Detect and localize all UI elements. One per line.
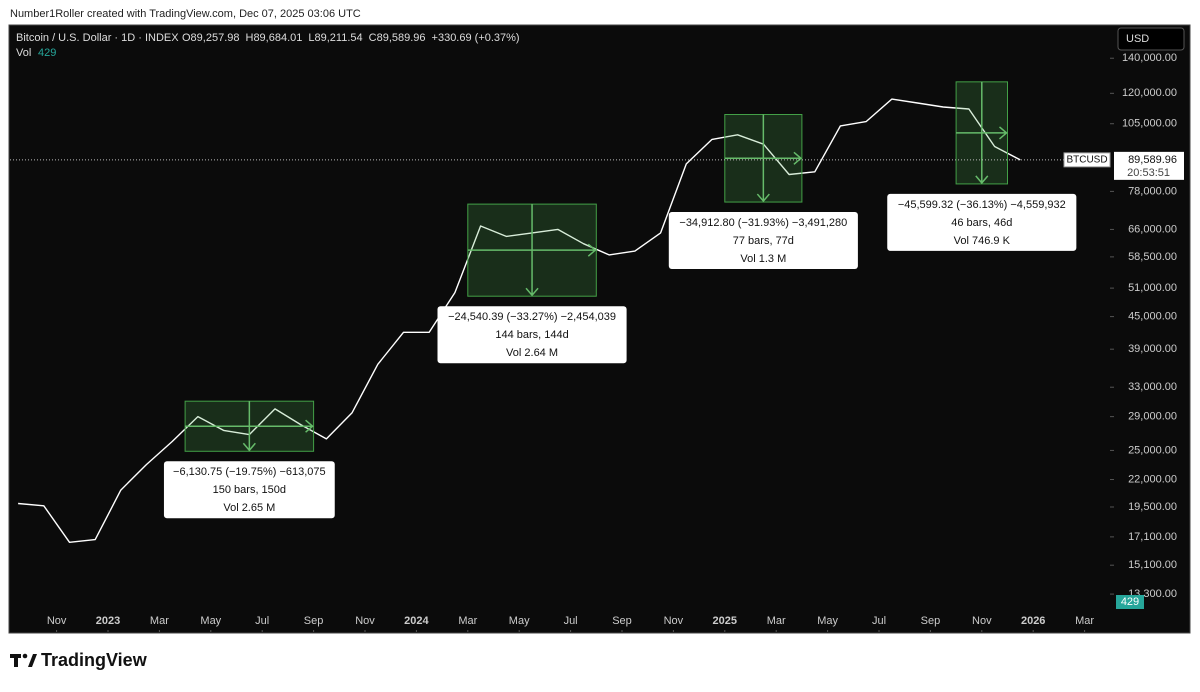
- measure-arrow: [185, 401, 314, 452]
- currency[interactable]: USD: [1126, 33, 1149, 45]
- y-tick-label: 29,000.00: [1128, 411, 1177, 423]
- y-tick-label: 33,000.00: [1128, 381, 1177, 393]
- y-tick-label: 140,000.00: [1122, 52, 1177, 64]
- x-tick-label: Sep: [921, 615, 941, 627]
- y-tick-label: 105,000.00: [1122, 118, 1177, 130]
- symbol-title: Bitcoin / U.S. Dollar · 1D · INDEX: [16, 32, 179, 44]
- x-tick-label: 2026: [1021, 615, 1045, 627]
- price-axis: [1110, 26, 1189, 632]
- y-tick-label: 51,000.00: [1128, 282, 1177, 294]
- measure-label: 77 bars, 77d: [733, 235, 794, 247]
- x-tick-label: Nov: [664, 615, 684, 627]
- x-tick-label: Mar: [458, 615, 477, 627]
- measure-label: −24,540.39 (−33.27%) −2,454,039: [448, 311, 616, 323]
- axis-layer: Nov 2023 Mar May Jul Sep Nov 2024 Mar May Jul Sep No…: [47, 52, 1184, 632]
- y-tick-label: 22,000.00: [1128, 473, 1177, 485]
- volume-title: Vol: [16, 47, 31, 59]
- measure-label: 144 bars, 144d: [495, 329, 568, 341]
- y-tick-label: 78,000.00: [1128, 185, 1177, 197]
- y-tick-label: 39,000.00: [1128, 343, 1177, 355]
- measure-label: Vol 2.64 M: [506, 347, 558, 359]
- x-tick-label: Jul: [255, 615, 269, 627]
- plot: −6,130.75 (−19.75%) −613,075 150 bars, 15…: [10, 81, 1110, 543]
- x-tick-label: Mar: [767, 615, 786, 627]
- currency-button[interactable]: [1117, 27, 1185, 51]
- measure-label-box: [163, 461, 335, 519]
- measure-label: Vol 2.65 M: [223, 502, 275, 514]
- x-tick-label: Nov: [972, 615, 992, 627]
- ohlc-value: O89,257.98: [182, 32, 240, 44]
- x-tick-label: 2024: [404, 615, 429, 627]
- symbol-tag-label: BTCUSD: [1066, 154, 1107, 165]
- y-tick-label: 19,500.00: [1128, 501, 1177, 513]
- x-tick-label: May: [200, 615, 221, 627]
- measure-arrow: [724, 114, 803, 203]
- measure-label: −34,912.80 (−31.93%) −3,491,280: [679, 217, 847, 229]
- y-tick-label: 45,000.00: [1128, 311, 1177, 323]
- y-tick-label: 66,000.00: [1128, 223, 1177, 235]
- ohlc-value: L89,211.54: [308, 32, 362, 44]
- last-price-tag: [1114, 151, 1184, 180]
- volume-value: 429: [38, 47, 56, 59]
- logo: TradingView: [41, 650, 148, 670]
- x-tick-label: Nov: [47, 615, 67, 627]
- y-tick-label: 15,100.00: [1128, 559, 1177, 571]
- ohlc-value: +330.69 (+0.37%): [432, 32, 520, 44]
- measure-label: 46 bars, 46d: [951, 217, 1012, 229]
- x-tick-label: 2023: [96, 615, 120, 627]
- measure: −6,130.75 (−19.75%) −613,075 150 bars, 15…: [163, 400, 335, 519]
- x-tick-label: Sep: [304, 615, 324, 627]
- credit: Number1Roller created with TradingView.c…: [10, 8, 361, 20]
- measure-label-box: [437, 306, 627, 364]
- measure-label: −45,599.32 (−36.13%) −4,559,932: [898, 199, 1066, 211]
- x-tick-label: Jul: [564, 615, 578, 627]
- countdown: 20:53:51: [1127, 167, 1170, 179]
- y-tick-label: 120,000.00: [1122, 87, 1177, 99]
- measure-label: Vol 746.9 K: [954, 235, 1011, 247]
- y-tick-label: 25,000.00: [1128, 444, 1177, 456]
- x-tick-label: Mar: [150, 615, 169, 627]
- x-tick-label: 2025: [713, 615, 737, 627]
- measure-arrow: [956, 81, 1008, 185]
- ohlc-value: C89,589.96: [369, 32, 426, 44]
- measure-label: −6,130.75 (−19.75%) −613,075: [173, 466, 326, 478]
- x-tick-label: Nov: [355, 615, 375, 627]
- ohlc-value: H89,684.01: [246, 32, 303, 44]
- last-price-label: 89,589.96: [1128, 154, 1177, 166]
- measure: −24,540.39 (−33.27%) −2,454,039 144 bars,…: [437, 203, 627, 364]
- logo-icon: [10, 653, 37, 667]
- y-tick-label: 58,500.00: [1128, 251, 1177, 263]
- measure: −45,599.32 (−36.13%) −4,559,932 46 bars, …: [887, 81, 1077, 251]
- measure-label: 150 bars, 150d: [213, 484, 286, 496]
- y-tick-label: 17,100.00: [1128, 531, 1177, 543]
- measure: −34,912.80 (−31.93%) −3,491,280 77 bars, …: [668, 113, 858, 270]
- x-tick-label: Jul: [872, 615, 886, 627]
- x-tick-label: Mar: [1075, 615, 1094, 627]
- volume-tag: [1116, 595, 1144, 609]
- volume-tag-label: 429: [1121, 596, 1139, 608]
- x-tick-label: May: [509, 615, 530, 627]
- x-tick-label: May: [817, 615, 838, 627]
- measure-label-box: [887, 193, 1077, 251]
- measure-arrow: [467, 204, 597, 297]
- measure-label: Vol 1.3 M: [740, 253, 786, 265]
- x-tick-label: Sep: [612, 615, 632, 627]
- measure-label-box: [668, 212, 858, 270]
- symbol-tag: [1063, 152, 1111, 168]
